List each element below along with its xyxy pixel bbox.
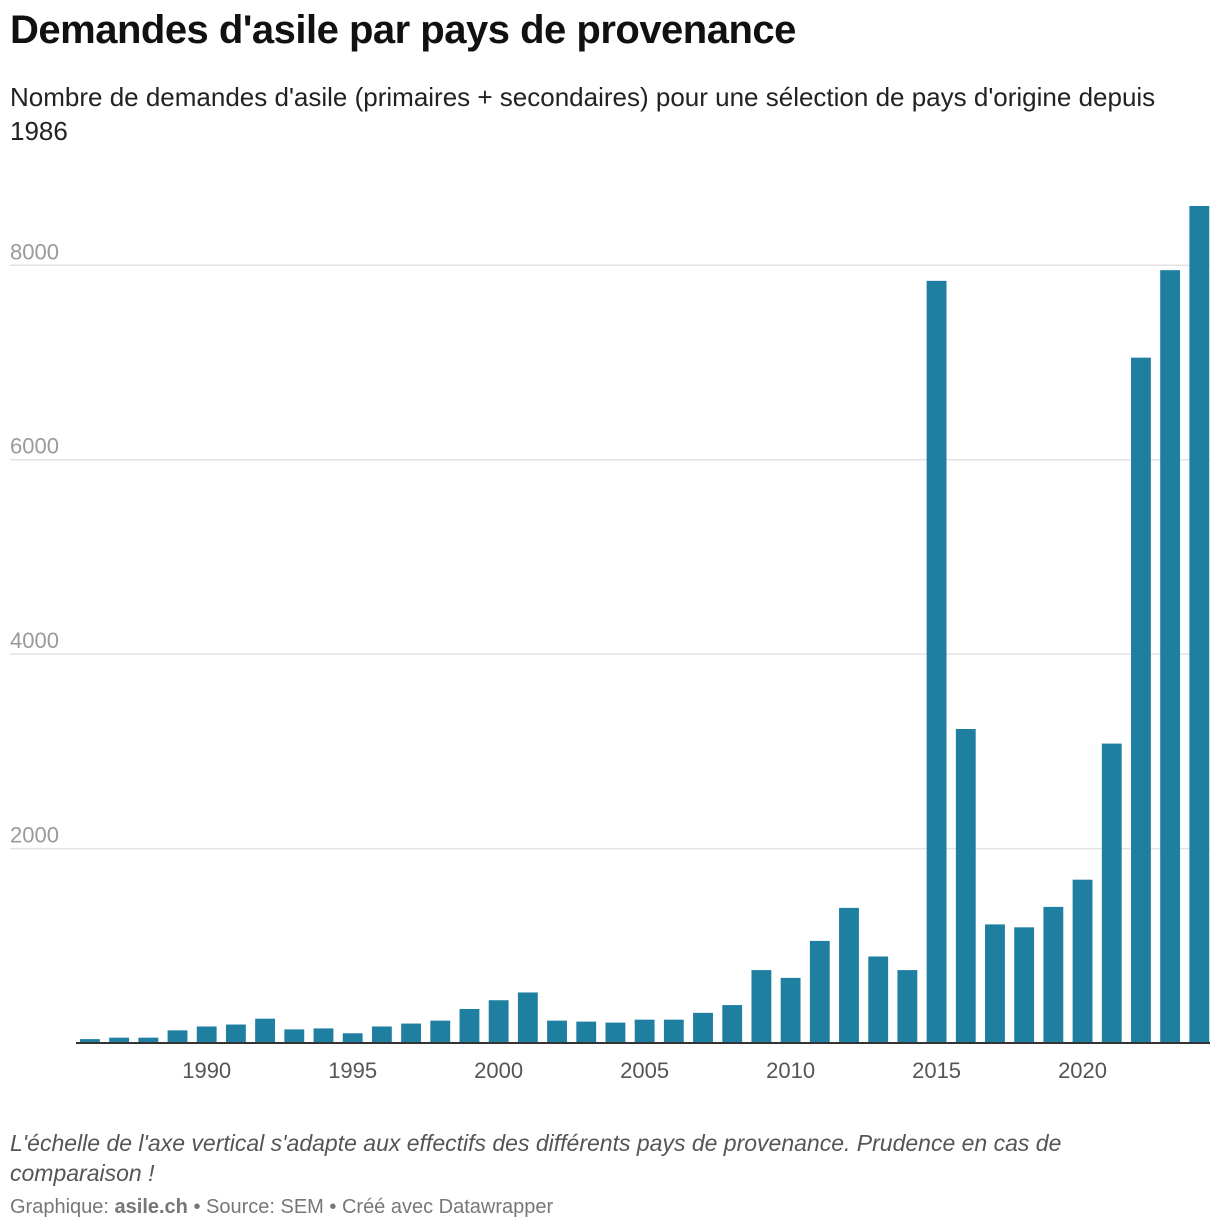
credit-name: asile.ch — [114, 1196, 188, 1218]
x-tick-label-1990: 1990 — [182, 1058, 231, 1083]
bar-2004 — [605, 1022, 626, 1043]
bar-1989 — [167, 1030, 188, 1043]
y-tick-label-6000: 6000 — [10, 434, 59, 459]
chart-title: Demandes d'asile par pays de provenance — [10, 8, 796, 52]
bar-chart: 2000 4000 6000 8000 1990 1995 2000 2005 2010 2015… — [10, 206, 1210, 1083]
x-tick-label-2000: 2000 — [474, 1058, 523, 1083]
bar-2011 — [809, 940, 830, 1043]
chart-footer: Graphique: asile.ch • Source: SEM • Créé… — [10, 1196, 553, 1219]
bar-2018 — [1014, 927, 1035, 1043]
chart-subtitle: Nombre de demandes d'asile (primaires + … — [10, 82, 1156, 146]
y-tick-label-4000: 4000 — [10, 628, 59, 653]
source-text: • Source: SEM • Créé avec Datawrapper — [187, 1196, 554, 1218]
bar-1997 — [401, 1023, 421, 1043]
x-tick-label-2020: 2020 — [1058, 1058, 1107, 1083]
bar-2017 — [985, 924, 1005, 1043]
bar-2003 — [576, 1021, 597, 1043]
y-tick-label-2000: 2000 — [10, 823, 59, 848]
bar-1994 — [313, 1028, 334, 1043]
bar-1987 — [109, 1037, 130, 1043]
bar-2010 — [780, 977, 801, 1043]
bar-1995 — [342, 1033, 363, 1043]
bar-2002 — [547, 1020, 567, 1043]
y-tick-label-8000: 8000 — [10, 239, 59, 264]
bar-1991 — [225, 1024, 246, 1043]
x-tick-label-2010: 2010 — [766, 1058, 815, 1083]
bar-1986 — [80, 1039, 100, 1043]
x-tick-label-2005: 2005 — [620, 1058, 669, 1083]
bar-2013 — [868, 956, 889, 1043]
bar-1996 — [371, 1026, 392, 1043]
bar-1993 — [284, 1029, 305, 1043]
bar-1992 — [255, 1018, 276, 1043]
axis-layer: 2000 4000 6000 8000 1990 1995 2000 2005 2010 2015… — [10, 239, 1210, 1083]
bar-2019 — [1043, 906, 1064, 1043]
bar-2016 — [955, 729, 976, 1043]
bar-2022 — [1131, 357, 1151, 1043]
x-tick-label-2015: 2015 — [912, 1058, 961, 1083]
bar-2012 — [839, 907, 859, 1043]
bar-layer — [80, 206, 1210, 1044]
bar-1990 — [196, 1026, 217, 1043]
bar-1998 — [430, 1020, 451, 1043]
x-tick-label-1995: 1995 — [328, 1058, 377, 1083]
chart-note: L'échelle de l'axe vertical s'adapte aux… — [10, 1130, 1062, 1186]
grid-layer — [10, 264, 1210, 850]
bar-2008 — [722, 1005, 743, 1043]
bar-1999 — [459, 1008, 480, 1043]
bar-2024 — [1189, 206, 1210, 1043]
bar-2021 — [1101, 743, 1122, 1043]
bar-2023 — [1160, 270, 1181, 1043]
bar-2007 — [693, 1012, 713, 1043]
credit-prefix: Graphique: — [10, 1196, 115, 1218]
bar-2005 — [634, 1019, 655, 1043]
bar-2001 — [517, 992, 538, 1043]
bar-2015 — [926, 280, 947, 1044]
bar-1988 — [138, 1037, 159, 1043]
bar-2014 — [897, 970, 918, 1043]
bar-2006 — [663, 1019, 684, 1043]
bar-2000 — [488, 1000, 509, 1043]
bar-2009 — [751, 970, 772, 1043]
bar-2020 — [1072, 879, 1093, 1043]
